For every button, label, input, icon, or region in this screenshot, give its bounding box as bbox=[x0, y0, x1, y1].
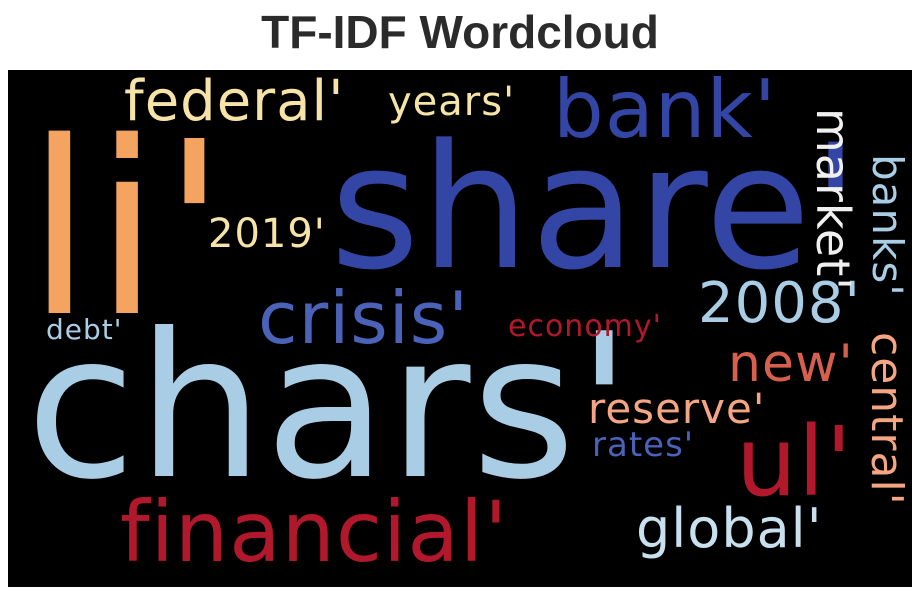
word-rates: rates' bbox=[592, 425, 695, 465]
chart-title: TF-IDF Wordcloud bbox=[261, 6, 659, 58]
word-global: global' bbox=[636, 497, 823, 560]
word-new: new' bbox=[728, 334, 854, 394]
word-reserve: reserve' bbox=[588, 384, 766, 433]
word-share: share' bbox=[330, 107, 861, 308]
word-2019: 2019' bbox=[208, 211, 326, 257]
word-ul: ul' bbox=[736, 406, 853, 518]
word-financial: financial' bbox=[120, 483, 509, 581]
wordcloud-canvas: li' share' chars' federal' years' bank' … bbox=[8, 70, 912, 587]
word-federal: federal' bbox=[124, 70, 345, 134]
word-market: market' bbox=[806, 108, 860, 291]
word-2008: 2008' bbox=[698, 271, 861, 336]
word-crisis: crisis' bbox=[258, 276, 470, 360]
word-years: years' bbox=[388, 79, 516, 125]
word-banks: banks' bbox=[863, 154, 912, 297]
word-bank: bank' bbox=[553, 70, 777, 156]
word-li: li' bbox=[26, 90, 229, 370]
word-central: central' bbox=[861, 332, 912, 506]
word-economy: economy' bbox=[508, 309, 662, 344]
word-debt: debt' bbox=[46, 313, 123, 346]
word-chars: chars' bbox=[26, 291, 633, 524]
